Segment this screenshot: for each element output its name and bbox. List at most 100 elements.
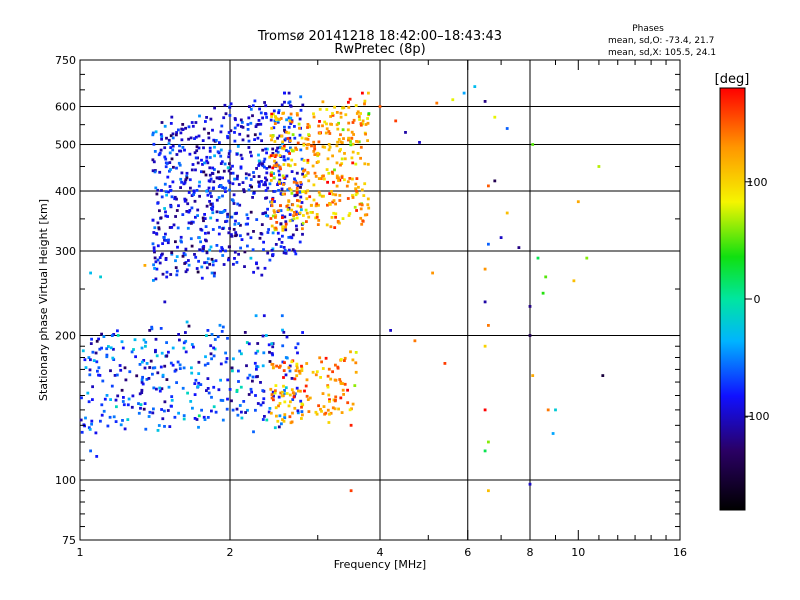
- data-point: [270, 115, 273, 118]
- data-point: [335, 144, 339, 148]
- data-point: [258, 162, 261, 166]
- data-point: [251, 248, 255, 252]
- data-point: [95, 455, 99, 458]
- data-point: [462, 91, 466, 95]
- data-point: [325, 127, 329, 131]
- data-point: [296, 199, 299, 202]
- data-point: [205, 159, 209, 163]
- data-point: [278, 118, 281, 121]
- data-point: [339, 358, 343, 361]
- data-point: [144, 427, 148, 431]
- data-point: [315, 412, 319, 416]
- data-point: [487, 242, 490, 246]
- data-point: [204, 173, 208, 177]
- data-point: [263, 181, 267, 184]
- data-point: [338, 221, 341, 225]
- data-point: [363, 213, 367, 217]
- data-point: [335, 161, 339, 165]
- data-point: [259, 111, 263, 115]
- data-point: [313, 144, 316, 148]
- data-point: [292, 180, 296, 184]
- data-point: [359, 112, 362, 115]
- data-point: [339, 163, 342, 167]
- data-point: [258, 182, 261, 186]
- data-point: [317, 219, 321, 222]
- data-point: [203, 363, 207, 367]
- data-point: [218, 210, 222, 214]
- data-point: [340, 141, 344, 144]
- data-point: [270, 352, 274, 355]
- data-point: [367, 112, 371, 115]
- data-point: [300, 364, 303, 368]
- data-point: [254, 408, 257, 412]
- data-point: [348, 177, 352, 180]
- data-point: [272, 366, 275, 369]
- data-point: [324, 411, 328, 415]
- data-point: [139, 403, 143, 406]
- data-point: [187, 259, 190, 262]
- data-point: [272, 112, 275, 116]
- data-point: [349, 423, 353, 427]
- data-point: [160, 189, 163, 192]
- data-point: [291, 391, 295, 394]
- data-point: [159, 216, 163, 220]
- data-point: [349, 489, 353, 493]
- data-point: [271, 214, 275, 218]
- data-point: [329, 411, 333, 415]
- data-point: [182, 366, 186, 370]
- data-point: [140, 360, 144, 364]
- data-point: [300, 136, 304, 140]
- data-point: [352, 118, 356, 122]
- data-point: [493, 115, 497, 119]
- data-point: [225, 407, 229, 411]
- data-point: [179, 131, 183, 135]
- data-point: [302, 175, 306, 179]
- data-point: [230, 234, 234, 238]
- data-point: [323, 120, 327, 124]
- data-point: [175, 273, 179, 277]
- data-point: [354, 361, 358, 365]
- data-point: [224, 351, 227, 355]
- colorbar: [719, 87, 746, 511]
- data-point: [156, 429, 160, 432]
- data-point: [263, 157, 267, 161]
- data-point: [242, 190, 246, 194]
- data-point: [180, 138, 184, 142]
- data-point: [264, 104, 268, 108]
- data-point: [215, 176, 219, 180]
- data-point: [186, 391, 189, 395]
- data-point: [164, 157, 168, 161]
- data-point: [278, 364, 282, 368]
- data-point: [313, 147, 317, 151]
- data-point: [168, 425, 172, 428]
- data-point: [218, 177, 222, 181]
- data-point: [84, 416, 87, 420]
- data-point: [239, 153, 243, 157]
- data-point: [152, 231, 156, 234]
- data-point: [277, 404, 280, 408]
- data-point: [185, 176, 189, 180]
- data-point: [274, 214, 278, 217]
- data-point: [326, 384, 330, 387]
- data-point: [339, 396, 343, 400]
- data-point: [114, 420, 118, 423]
- data-point: [240, 416, 244, 420]
- data-point: [234, 234, 237, 238]
- data-point: [240, 352, 243, 356]
- data-point: [211, 205, 215, 209]
- data-point: [164, 232, 167, 236]
- data-point: [281, 225, 285, 229]
- y-axis-label: Stationary phase Virtual Height [km]: [37, 199, 50, 401]
- data-point: [110, 384, 114, 388]
- data-point: [197, 184, 201, 188]
- data-point: [155, 192, 159, 196]
- data-point: [249, 210, 253, 214]
- data-point: [269, 134, 273, 138]
- data-point: [202, 415, 206, 419]
- data-point: [140, 346, 144, 350]
- data-point: [292, 217, 296, 221]
- data-point: [187, 137, 190, 141]
- data-point: [151, 242, 155, 246]
- data-point: [278, 154, 282, 157]
- x-tick-label: 6: [464, 546, 471, 559]
